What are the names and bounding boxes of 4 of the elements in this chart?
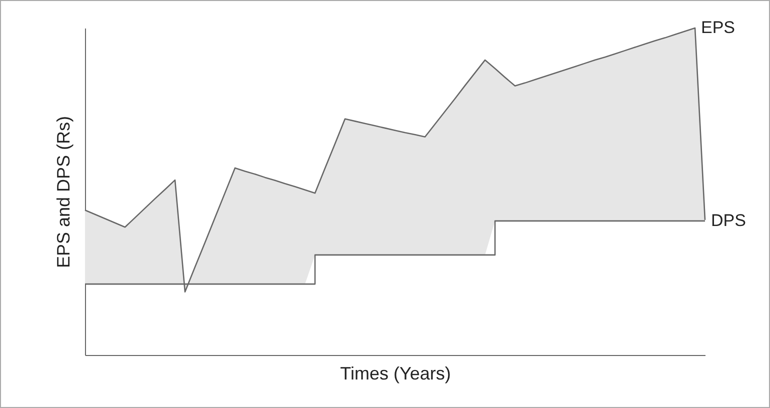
x-axis-title: Times (Years) bbox=[340, 364, 451, 384]
series-label: DPS bbox=[711, 210, 746, 230]
y-axis-title: EPS and DPS (Rs) bbox=[54, 116, 74, 268]
series-label: EPS bbox=[701, 18, 736, 37]
